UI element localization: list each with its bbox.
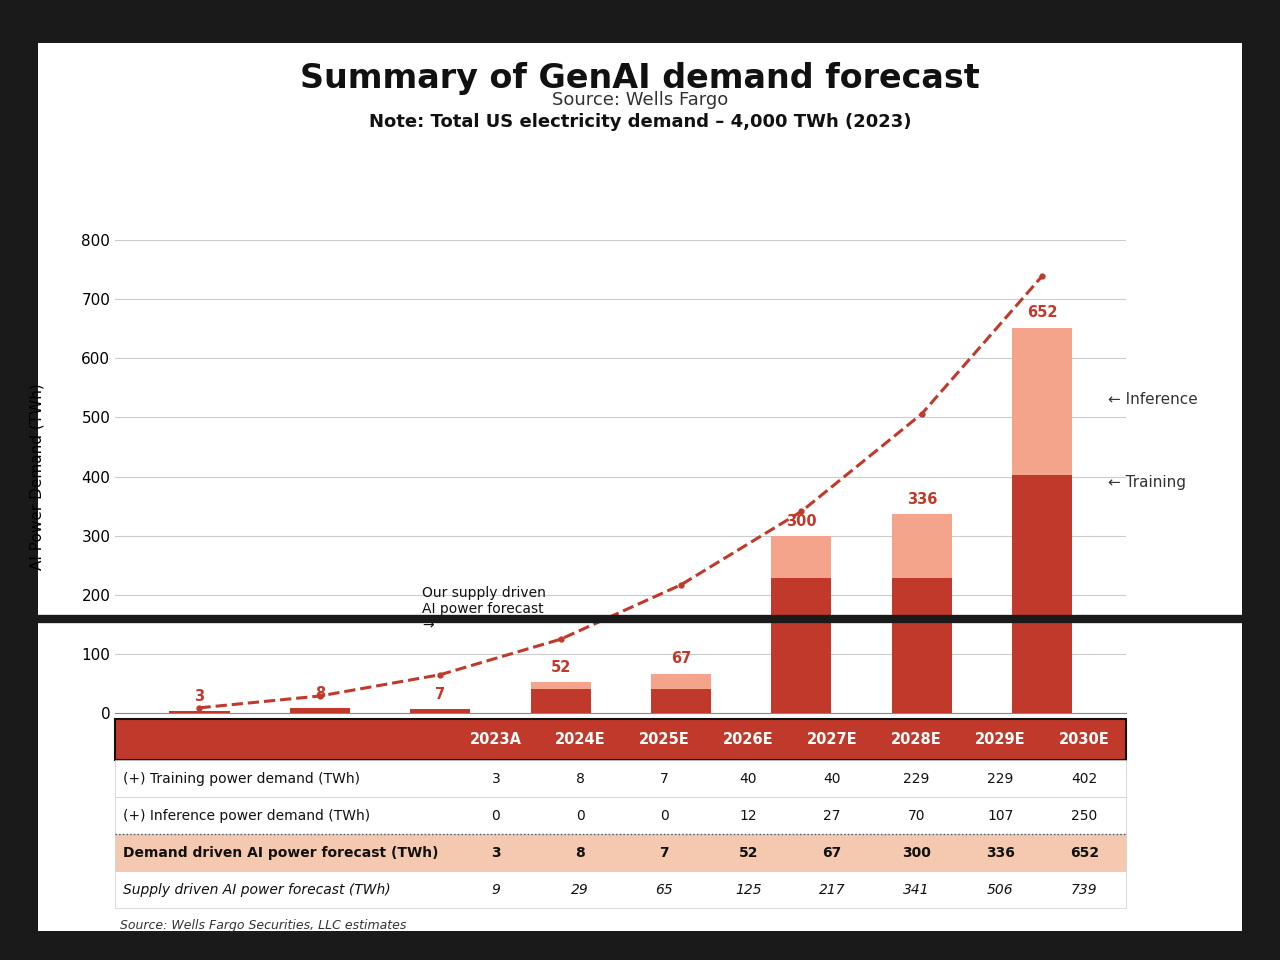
- Bar: [652, 674, 712, 689]
- Text: 3: 3: [492, 846, 500, 860]
- Text: Supply driven AI power forecast (TWh): Supply driven AI power forecast (TWh): [123, 882, 390, 897]
- Text: 336: 336: [986, 846, 1015, 860]
- Text: 8: 8: [575, 846, 585, 860]
- Text: 506: 506: [987, 882, 1014, 897]
- Bar: [169, 711, 229, 713]
- Text: 2028E: 2028E: [891, 732, 942, 747]
- Text: 65: 65: [655, 882, 673, 897]
- Text: Demand driven AI power forecast (TWh): Demand driven AI power forecast (TWh): [123, 846, 439, 860]
- Text: 7: 7: [659, 772, 668, 786]
- Text: 2025E: 2025E: [639, 732, 690, 747]
- Text: 9: 9: [492, 882, 500, 897]
- Text: 341: 341: [902, 882, 929, 897]
- Text: (+) Inference power demand (TWh): (+) Inference power demand (TWh): [123, 809, 370, 823]
- Text: 300: 300: [902, 846, 931, 860]
- Text: 2029E: 2029E: [975, 732, 1025, 747]
- Text: 29: 29: [571, 882, 589, 897]
- Text: 402: 402: [1071, 772, 1097, 786]
- FancyBboxPatch shape: [115, 834, 1126, 871]
- Text: 229: 229: [904, 772, 929, 786]
- Text: 67: 67: [823, 846, 842, 860]
- Text: Note: Total US electricity demand – 4,000 TWh (2023): Note: Total US electricity demand – 4,00…: [369, 113, 911, 132]
- Text: 107: 107: [987, 809, 1014, 823]
- Bar: [772, 578, 832, 713]
- Text: Source: Wells Fargo: Source: Wells Fargo: [552, 91, 728, 109]
- Text: 2024E: 2024E: [554, 732, 605, 747]
- Text: 2023A: 2023A: [470, 732, 522, 747]
- Text: 8: 8: [576, 772, 585, 786]
- Y-axis label: AI Power Demand (TWh): AI Power Demand (TWh): [29, 383, 45, 570]
- Bar: [410, 709, 470, 713]
- Text: ← Inference: ← Inference: [1108, 393, 1198, 407]
- Bar: [1012, 475, 1073, 713]
- FancyBboxPatch shape: [115, 871, 1126, 908]
- Text: 27: 27: [823, 809, 841, 823]
- Text: 40: 40: [823, 772, 841, 786]
- Text: (+) Training power demand (TWh): (+) Training power demand (TWh): [123, 772, 360, 786]
- Text: 739: 739: [1071, 882, 1098, 897]
- FancyBboxPatch shape: [115, 719, 1126, 760]
- Text: 0: 0: [492, 809, 500, 823]
- Bar: [1012, 327, 1073, 475]
- Text: 2027E: 2027E: [806, 732, 858, 747]
- Text: 7: 7: [435, 687, 445, 702]
- Text: 336: 336: [906, 492, 937, 507]
- Text: 250: 250: [1071, 809, 1097, 823]
- Text: 8: 8: [315, 686, 325, 702]
- Text: 67: 67: [671, 652, 691, 666]
- Text: 217: 217: [819, 882, 846, 897]
- Text: 229: 229: [987, 772, 1014, 786]
- Bar: [892, 578, 952, 713]
- Text: 52: 52: [550, 660, 571, 675]
- Text: 300: 300: [786, 514, 817, 529]
- Text: 7: 7: [659, 846, 669, 860]
- Text: 52: 52: [739, 846, 758, 860]
- Bar: [530, 689, 590, 713]
- FancyBboxPatch shape: [115, 760, 1126, 798]
- Text: 652: 652: [1027, 305, 1057, 321]
- Text: 3: 3: [195, 689, 205, 705]
- Text: 2030E: 2030E: [1059, 732, 1110, 747]
- Text: Our supply driven
AI power forecast
→: Our supply driven AI power forecast →: [422, 586, 547, 633]
- Text: 3: 3: [492, 772, 500, 786]
- Text: 125: 125: [735, 882, 762, 897]
- Text: 0: 0: [576, 809, 585, 823]
- Text: ← Training: ← Training: [1108, 475, 1187, 490]
- Text: Source: Wells Fargo Securities, LLC estimates: Source: Wells Fargo Securities, LLC esti…: [120, 919, 407, 932]
- Bar: [892, 515, 952, 578]
- Bar: [652, 689, 712, 713]
- Text: Summary of GenAI demand forecast: Summary of GenAI demand forecast: [300, 62, 980, 95]
- Text: 12: 12: [740, 809, 756, 823]
- Bar: [289, 708, 349, 713]
- Text: 40: 40: [740, 772, 756, 786]
- FancyBboxPatch shape: [115, 798, 1126, 834]
- Text: 652: 652: [1070, 846, 1100, 860]
- Bar: [772, 537, 832, 578]
- Text: 0: 0: [659, 809, 668, 823]
- Text: 70: 70: [908, 809, 925, 823]
- Text: 2026E: 2026E: [723, 732, 773, 747]
- Bar: [530, 683, 590, 689]
